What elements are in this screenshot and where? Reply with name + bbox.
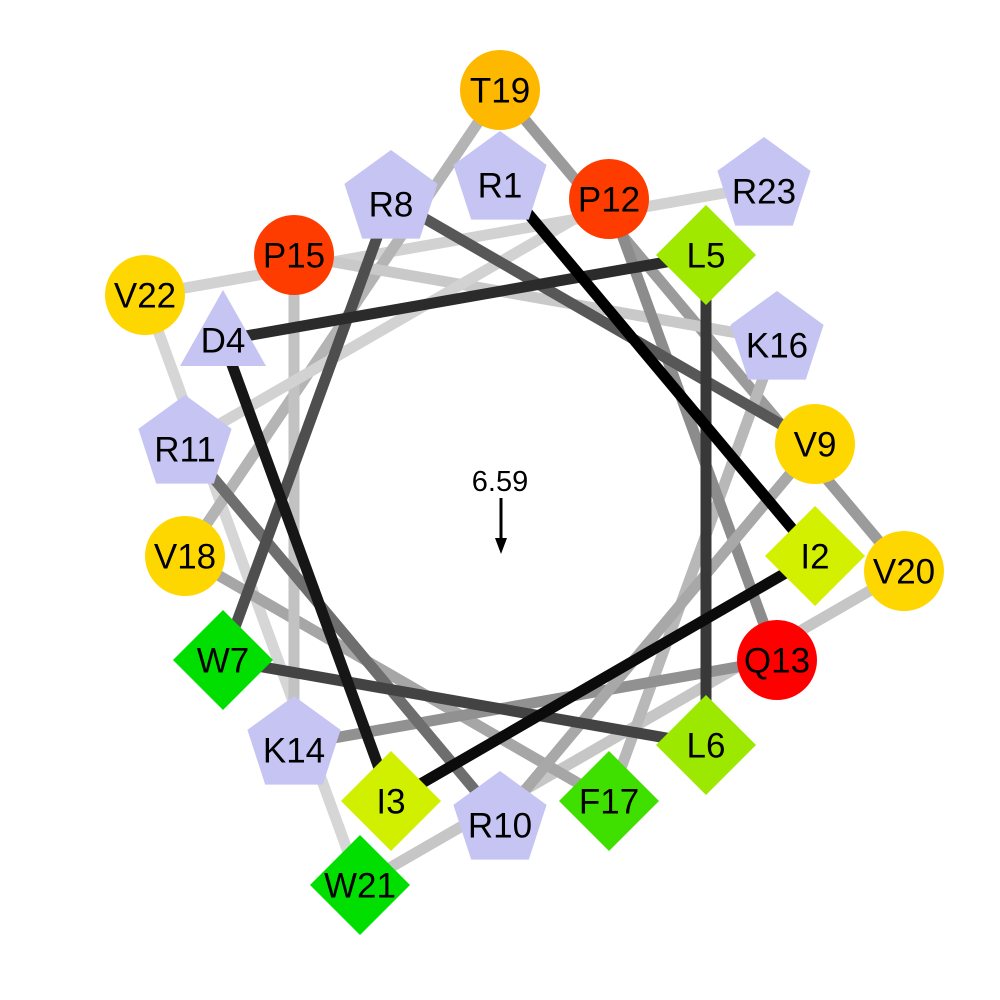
residue-label-L5: L5	[687, 237, 726, 276]
residue-label-R11: R11	[154, 431, 216, 470]
residue-label-I2: I2	[800, 538, 829, 577]
connection-F17-V18	[182, 551, 612, 806]
residue-shape-K16	[730, 291, 824, 380]
connection-D4-L5	[222, 249, 707, 346]
residue-shape-Q13	[737, 620, 817, 700]
residue-shape-K14	[247, 696, 341, 785]
residue-shape-T19	[460, 50, 540, 130]
connection-V9-R10	[495, 440, 820, 824]
residue-label-I3: I3	[376, 783, 405, 822]
residue-label-P15: P15	[263, 237, 325, 276]
residue-label-D4: D4	[201, 322, 246, 361]
residue-shape-V22	[105, 255, 185, 335]
residue-label-F17: F17	[579, 783, 639, 822]
residue-shape-R1	[453, 131, 547, 220]
connection-P12-Q13	[603, 197, 783, 662]
residue-label-V22: V22	[114, 277, 176, 316]
residue-shape-R23	[717, 137, 811, 226]
residue-shapes: T19 R1 R23 R8 P12 L5 P15 V22 D4 K16 V9 R11 I2 V18 V20 W…	[105, 50, 944, 935]
residue-shape-I3	[341, 751, 441, 851]
connection-K16-F17	[603, 338, 783, 803]
residue-shape-W7	[173, 610, 273, 710]
residue-label-K14: K14	[263, 732, 325, 771]
residue-label-Q13: Q13	[744, 642, 810, 681]
residue-shape-F17	[559, 751, 659, 851]
residue-shape-L6	[656, 695, 756, 795]
residue-label-L6: L6	[687, 727, 726, 766]
residue-shape-P12	[569, 159, 649, 239]
hydrophobic-moment-value: 6.59	[472, 466, 528, 498]
residue-label-R23: R23	[732, 173, 796, 212]
residue-label-T19: T19	[470, 72, 530, 111]
residue-shape-V18	[145, 516, 225, 596]
residue-shape-D4	[180, 290, 266, 366]
connection-I3-D4	[217, 338, 397, 803]
residue-shape-P15	[254, 215, 334, 295]
residue-shape-R10	[453, 771, 547, 860]
residue-label-R1: R1	[478, 167, 523, 206]
connection-R8-V9	[388, 194, 818, 449]
residue-shape-L5	[656, 205, 756, 305]
residue-label-R10: R10	[468, 807, 532, 846]
connection-R1-I2	[495, 176, 820, 560]
residue-shape-R8	[344, 150, 438, 239]
residue-label-V18: V18	[154, 538, 216, 577]
residue-label-P12: P12	[578, 181, 640, 220]
residue-shape-I2	[765, 506, 865, 606]
connection-L6-W7	[222, 654, 707, 751]
residue-label-K16: K16	[746, 327, 808, 366]
connection-Q13-K14	[293, 654, 778, 751]
residue-label-R8: R8	[369, 186, 414, 225]
residue-shape-V9	[775, 404, 855, 484]
hydrophobic-moment-indicator: 6.59	[472, 466, 528, 554]
connection-W7-R8	[217, 197, 397, 662]
residue-shape-W21	[310, 835, 410, 935]
residue-shape-V20	[864, 531, 944, 611]
moment-direction-arrow	[495, 498, 507, 554]
connection-lines	[139, 86, 909, 890]
connection-P15-K16	[293, 249, 778, 346]
moment-arrow-head	[495, 538, 507, 554]
residue-label-V9: V9	[794, 426, 837, 465]
residue-label-W7: W7	[197, 642, 250, 681]
residue-label-V20: V20	[873, 553, 935, 592]
connection-I2-I3	[388, 551, 818, 806]
connection-R10-R11	[180, 440, 505, 824]
residue-shape-R11	[138, 395, 232, 484]
connection-R11-P12	[182, 194, 612, 449]
residue-label-W21: W21	[324, 867, 396, 906]
